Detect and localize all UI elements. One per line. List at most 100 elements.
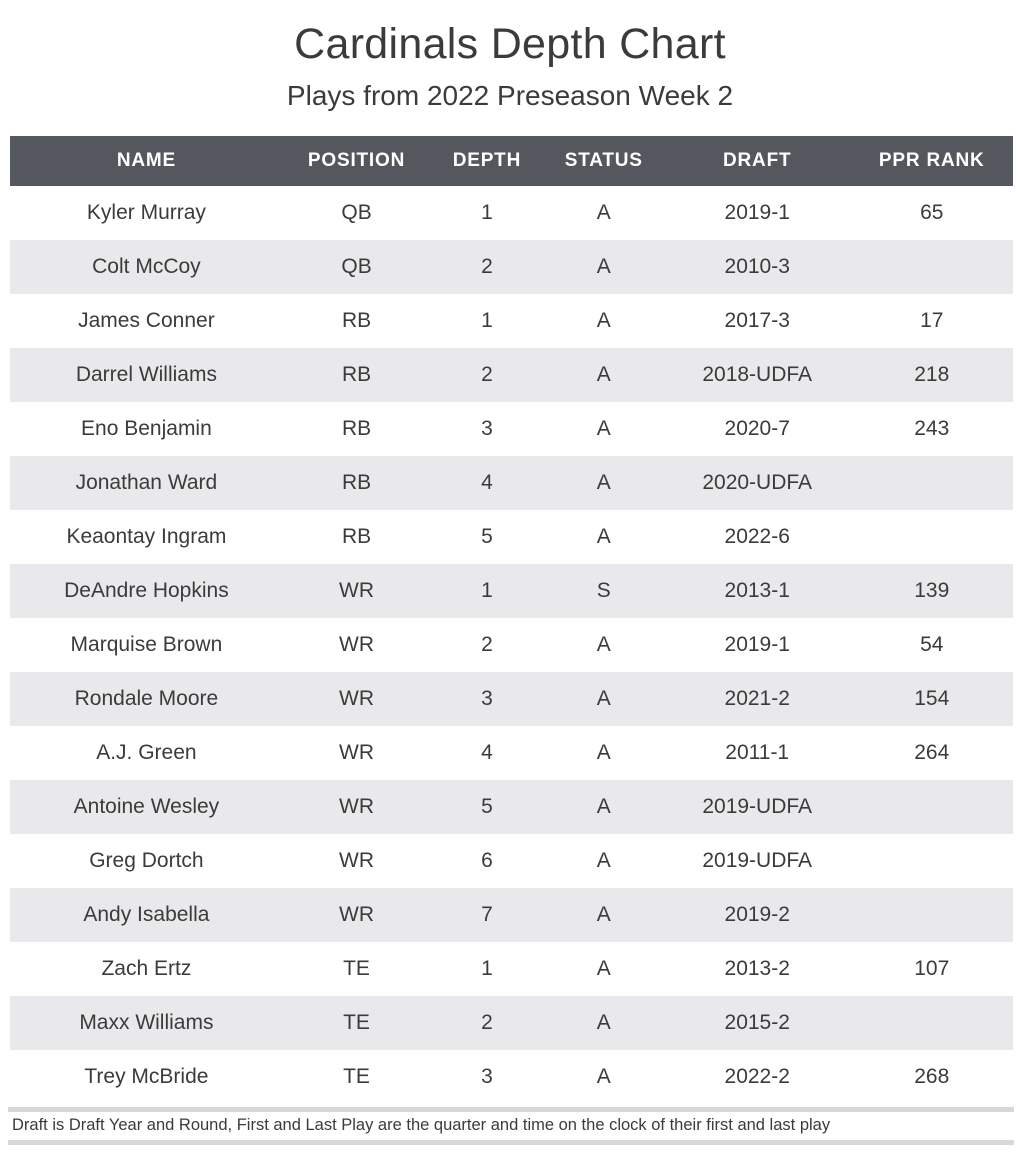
page-title: Cardinals Depth Chart — [294, 20, 726, 68]
cell-depth: 6 — [430, 834, 544, 889]
cell-ppr-rank: 54 — [850, 618, 1013, 673]
cell-ppr-rank — [850, 456, 1013, 511]
cell-position: RB — [282, 510, 431, 565]
cell-position: RB — [282, 402, 431, 457]
cell-ppr-rank — [850, 780, 1013, 835]
column-header-name: NAME — [10, 136, 283, 187]
cell-name: Marquise Brown — [10, 618, 283, 673]
cell-name: Keaontay Ingram — [10, 510, 283, 565]
cell-draft: 2019-1 — [663, 618, 851, 673]
cell-status: A — [543, 672, 664, 727]
column-header-status: STATUS — [543, 136, 664, 187]
bottom-rule-divider — [8, 1139, 1014, 1145]
column-header-ppr-rank: PPR RANK — [850, 136, 1013, 187]
cell-ppr-rank: 268 — [850, 1050, 1013, 1105]
cell-status: A — [543, 510, 664, 565]
cell-status: A — [543, 726, 664, 781]
cell-position: RB — [282, 348, 431, 403]
cell-position: WR — [282, 726, 431, 781]
table-row: Trey McBride TE 3 A 2022-2 268 — [10, 1050, 1013, 1105]
cell-name: Colt McCoy — [10, 240, 283, 295]
depth-chart-table-container: NAME POSITION DEPTH STATUS DRAFT PPR RAN… — [10, 136, 1013, 1105]
cell-draft: 2015-2 — [663, 996, 851, 1051]
table-row: Marquise Brown WR 2 A 2019-1 54 — [10, 618, 1013, 673]
cell-draft: 2021-2 — [663, 672, 851, 727]
cell-status: A — [543, 834, 664, 889]
cell-depth: 3 — [430, 672, 544, 727]
cell-ppr-rank: 17 — [850, 294, 1013, 349]
cell-status: A — [543, 780, 664, 835]
cell-draft: 2013-1 — [663, 564, 851, 619]
cell-depth: 1 — [430, 564, 544, 619]
cell-ppr-rank: 139 — [850, 564, 1013, 619]
cell-position: RB — [282, 456, 431, 511]
cell-depth: 5 — [430, 510, 544, 565]
cell-depth: 1 — [430, 294, 544, 349]
cell-name: Jonathan Ward — [10, 456, 283, 511]
cell-status: A — [543, 1050, 664, 1105]
cell-draft: 2011-1 — [663, 726, 851, 781]
cell-draft: 2019-UDFA — [663, 780, 851, 835]
cell-position: WR — [282, 834, 431, 889]
table-row: Andy Isabella WR 7 A 2019-2 — [10, 888, 1013, 943]
cell-position: QB — [282, 240, 431, 295]
cell-depth: 1 — [430, 186, 544, 241]
cell-position: TE — [282, 942, 431, 997]
cell-name: Trey McBride — [10, 1050, 283, 1105]
cell-draft: 2022-6 — [663, 510, 851, 565]
table-row: Darrel Williams RB 2 A 2018-UDFA 218 — [10, 348, 1013, 403]
cell-status: A — [543, 942, 664, 997]
cell-draft: 2020-UDFA — [663, 456, 851, 511]
cell-position: RB — [282, 294, 431, 349]
cell-status: A — [543, 618, 664, 673]
cell-position: QB — [282, 186, 431, 241]
cell-name: A.J. Green — [10, 726, 283, 781]
cell-status: A — [543, 888, 664, 943]
table-body: Kyler Murray QB 1 A 2019-1 65 Colt McCoy QB 2 A 20… — [10, 186, 1013, 1105]
cell-depth: 3 — [430, 1050, 544, 1105]
cell-position: TE — [282, 1050, 431, 1105]
column-header-draft: DRAFT — [663, 136, 851, 187]
cell-status: A — [543, 402, 664, 457]
cell-position: TE — [282, 996, 431, 1051]
cell-name: Darrel Williams — [10, 348, 283, 403]
cell-name: Zach Ertz — [10, 942, 283, 997]
table-row: Rondale Moore WR 3 A 2021-2 154 — [10, 672, 1013, 727]
cell-depth: 4 — [430, 726, 544, 781]
cell-depth: 2 — [430, 996, 544, 1051]
cell-ppr-rank — [850, 888, 1013, 943]
cell-ppr-rank: 218 — [850, 348, 1013, 403]
cell-name: Maxx Williams — [10, 996, 283, 1051]
cell-depth: 2 — [430, 618, 544, 673]
cell-depth: 2 — [430, 240, 544, 295]
table-row: Maxx Williams TE 2 A 2015-2 — [10, 996, 1013, 1051]
cell-name: Kyler Murray — [10, 186, 283, 241]
cell-position: WR — [282, 780, 431, 835]
top-rule-divider — [8, 1107, 1014, 1113]
cell-ppr-rank: 264 — [850, 726, 1013, 781]
cell-name: Antoine Wesley — [10, 780, 283, 835]
cell-name: Andy Isabella — [10, 888, 283, 943]
footnote-text: Draft is Draft Year and Round, First and… — [12, 1116, 831, 1135]
footnote-block: Draft is Draft Year and Round, First and… — [8, 1107, 1014, 1145]
cell-ppr-rank: 65 — [850, 186, 1013, 241]
cell-depth: 3 — [430, 402, 544, 457]
cell-depth: 7 — [430, 888, 544, 943]
table-row: DeAndre Hopkins WR 1 S 2013-1 139 — [10, 564, 1013, 619]
table-row: Antoine Wesley WR 5 A 2019-UDFA — [10, 780, 1013, 835]
cell-ppr-rank — [850, 510, 1013, 565]
cell-draft: 2018-UDFA — [663, 348, 851, 403]
table-row: Eno Benjamin RB 3 A 2020-7 243 — [10, 402, 1013, 457]
page-subtitle: Plays from 2022 Preseason Week 2 — [286, 80, 734, 112]
table-row: Colt McCoy QB 2 A 2010-3 — [10, 240, 1013, 295]
cell-name: James Conner — [10, 294, 283, 349]
cell-draft: 2019-UDFA — [663, 834, 851, 889]
cell-draft: 2020-7 — [663, 402, 851, 457]
cell-ppr-rank — [850, 834, 1013, 889]
cell-ppr-rank — [850, 240, 1013, 295]
cell-name: Greg Dortch — [10, 834, 283, 889]
table-row: A.J. Green WR 4 A 2011-1 264 — [10, 726, 1013, 781]
cell-status: A — [543, 996, 664, 1051]
cell-position: WR — [282, 888, 431, 943]
table-row: Zach Ertz TE 1 A 2013-2 107 — [10, 942, 1013, 997]
